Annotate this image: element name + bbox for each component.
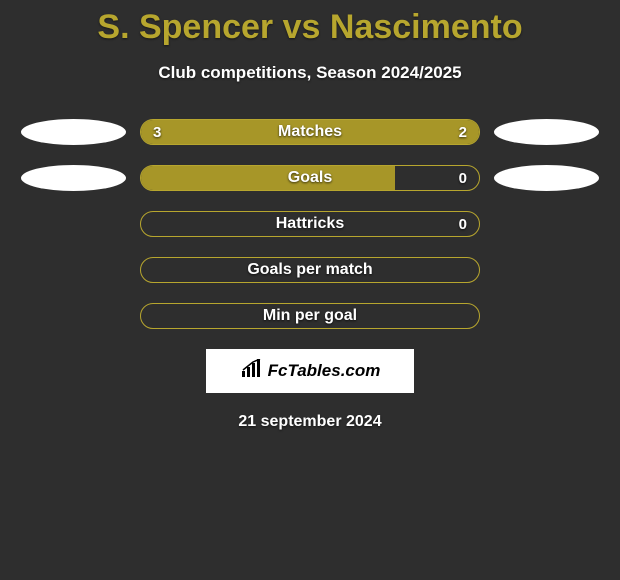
stat-bar: 0Hattricks xyxy=(140,211,480,237)
stat-row: 32Matches xyxy=(0,119,620,145)
page-subtitle: Club competitions, Season 2024/2025 xyxy=(0,63,620,83)
stat-bar: Min per goal xyxy=(140,303,480,329)
chart-icon xyxy=(240,359,264,384)
stat-bar: Goals per match xyxy=(140,257,480,283)
stat-row: Goals per match xyxy=(0,257,620,283)
stat-label: Min per goal xyxy=(141,304,479,328)
brand-logo: FcTables.com xyxy=(206,349,414,393)
page-title: S. Spencer vs Nascimento xyxy=(0,8,620,47)
stat-bar: 32Matches xyxy=(140,119,480,145)
update-date: 21 september 2024 xyxy=(0,413,620,431)
player-left-oval xyxy=(21,165,126,191)
stat-label: Matches xyxy=(141,120,479,144)
player-left-oval xyxy=(21,119,126,145)
player-right-oval xyxy=(494,119,599,145)
player-right-oval xyxy=(494,165,599,191)
brand-logo-text: FcTables.com xyxy=(268,361,381,381)
stat-bar: 0Goals xyxy=(140,165,480,191)
stat-row: 0Hattricks xyxy=(0,211,620,237)
stat-label: Goals per match xyxy=(141,258,479,282)
stat-label: Hattricks xyxy=(141,212,479,236)
comparison-card: S. Spencer vs Nascimento Club competitio… xyxy=(0,0,620,431)
stats-list: 32Matches 0Goals 0Hattricks Goals per match… xyxy=(0,119,620,329)
stat-row: Min per goal xyxy=(0,303,620,329)
stat-row: 0Goals xyxy=(0,165,620,191)
stat-label: Goals xyxy=(141,166,479,190)
